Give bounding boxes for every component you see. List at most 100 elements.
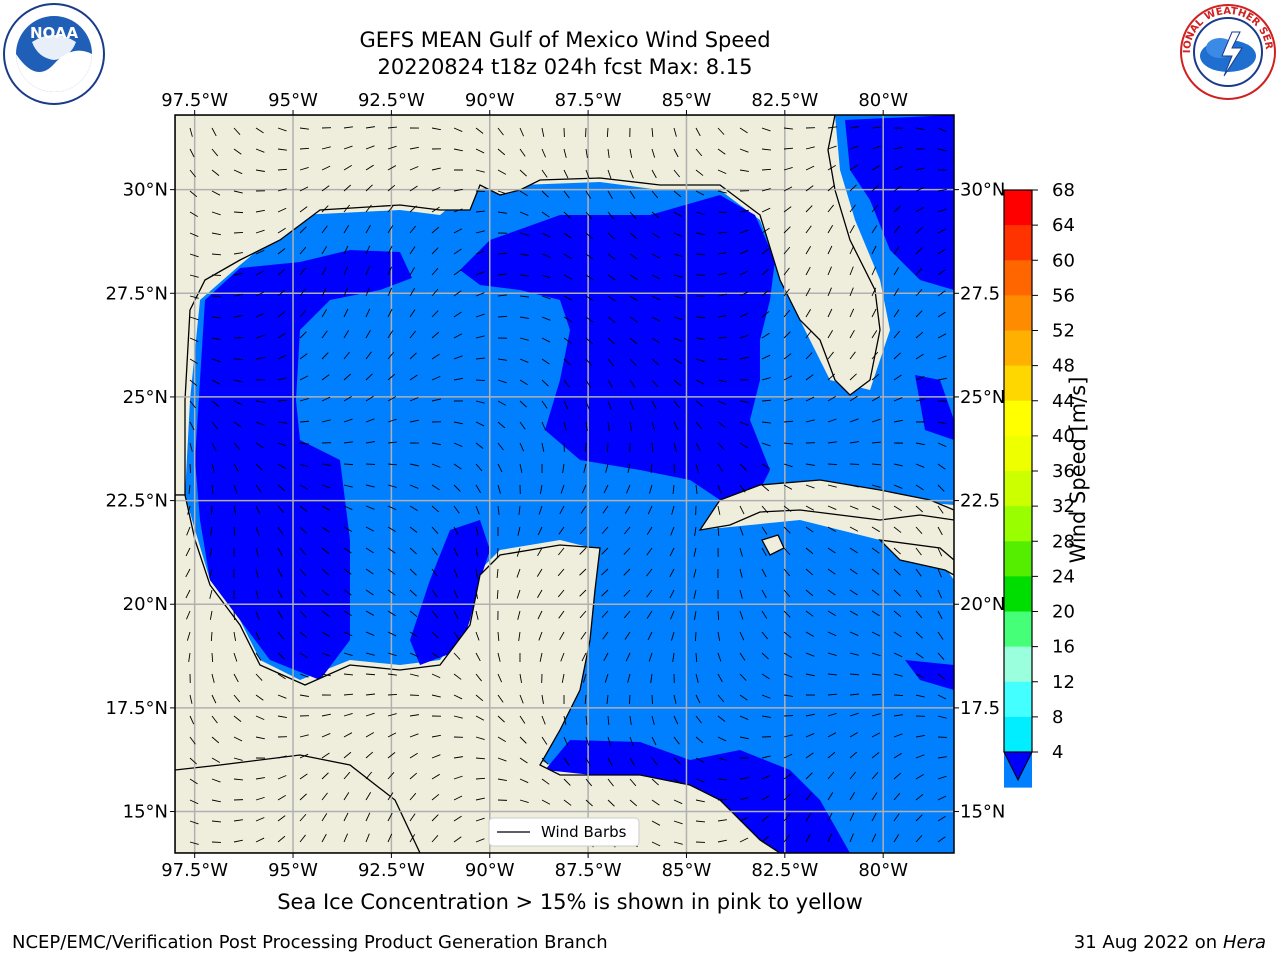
wind-barb	[321, 713, 331, 717]
wind-barb	[849, 693, 859, 696]
wind-barb	[805, 652, 815, 657]
wind-barb	[783, 375, 793, 381]
wind-barb	[937, 815, 946, 822]
wind-barb	[915, 673, 925, 679]
wind-barb	[805, 463, 815, 466]
wind-barb	[233, 610, 236, 621]
wind-barb	[343, 631, 353, 637]
wind-barb	[255, 148, 265, 153]
wind-barb	[387, 330, 394, 339]
colorbar-segment	[1004, 611, 1032, 648]
wind-barb	[849, 732, 859, 738]
wind-barb	[651, 337, 660, 344]
wind-barb	[607, 358, 615, 367]
wind-barb	[475, 313, 485, 318]
wind-barb	[255, 610, 260, 620]
footer-machine: Hera	[1222, 932, 1266, 953]
wind-barb	[277, 377, 287, 381]
wind-barb	[563, 148, 567, 158]
wind-barb	[761, 815, 770, 822]
wind-barb	[277, 673, 286, 680]
wind-barb	[321, 772, 329, 780]
wind-barb	[211, 715, 218, 724]
colorbar-segment	[1004, 576, 1032, 612]
wind-barb	[695, 400, 704, 407]
wind-barb	[915, 127, 925, 131]
wind-barb	[431, 127, 441, 131]
wind-barb	[299, 834, 306, 843]
wind-barb	[277, 775, 287, 780]
wind-barb	[783, 631, 792, 639]
wind-barb	[497, 694, 504, 703]
wind-barb	[519, 358, 529, 363]
wind-barb	[893, 652, 903, 658]
wind-barb	[519, 232, 529, 236]
wind-barb	[827, 732, 837, 738]
wind-barb	[365, 484, 375, 488]
colorbar-tick-label: 68	[1052, 180, 1075, 201]
wind-barb	[695, 757, 705, 763]
lon-label-top: 90°W	[465, 90, 515, 111]
wind-barb	[516, 589, 521, 599]
wind-barb	[541, 127, 545, 137]
wind-barb	[321, 225, 328, 234]
wind-barb	[431, 631, 439, 639]
wind-barb	[321, 547, 330, 555]
wind-barb	[560, 652, 565, 662]
wind-barb	[277, 463, 286, 469]
wind-barb	[717, 839, 727, 843]
wind-barb	[893, 505, 902, 512]
wind-barb	[937, 127, 947, 133]
wind-barb	[343, 526, 353, 532]
lat-label-right: 17.5	[960, 698, 1000, 719]
lon-label-bottom: 97.5°W	[161, 860, 228, 881]
wind-barb	[365, 673, 376, 676]
wind-barb	[538, 505, 543, 515]
wind-barb	[343, 712, 353, 717]
wind-barb	[651, 442, 654, 453]
wind-barb	[783, 331, 791, 339]
wind-barb	[695, 673, 699, 683]
wind-barb	[343, 771, 351, 780]
wind-barb	[453, 463, 462, 470]
wind-barb	[915, 814, 923, 822]
wind-barb	[915, 734, 925, 738]
wind-barb	[915, 694, 925, 698]
wind-barb	[893, 146, 903, 150]
wind-barb	[387, 418, 397, 423]
wind-barb	[849, 547, 858, 554]
wind-barb	[189, 400, 196, 409]
wind-barb	[937, 694, 947, 700]
wind-barb	[693, 610, 697, 620]
wind-barb	[409, 505, 418, 512]
wind-barb	[186, 610, 191, 620]
wind-barb	[739, 631, 745, 641]
wind-barb	[739, 312, 749, 318]
lat-label-right: 27.5	[960, 283, 1000, 304]
wind-barb	[387, 693, 398, 696]
wind-barb	[717, 505, 721, 515]
wind-barb	[211, 694, 217, 704]
wind-barb	[805, 419, 815, 423]
wind-barb	[937, 248, 946, 255]
wind-barb	[827, 441, 837, 444]
wind-barb	[519, 295, 529, 298]
wind-barb	[558, 526, 565, 535]
wind-barb	[937, 589, 943, 599]
wind-barb	[409, 146, 419, 150]
wind-barb	[541, 400, 548, 409]
wind-barb	[607, 295, 616, 302]
wind-barb	[431, 226, 440, 234]
wind-barb	[497, 190, 507, 195]
wind-barb	[783, 694, 793, 697]
wind-barb	[365, 631, 375, 636]
wind-barb	[321, 352, 329, 360]
wind-barb	[321, 246, 328, 255]
colorbar-tick-label: 8	[1052, 707, 1063, 728]
wind-barb	[387, 547, 396, 554]
wind-barb	[233, 652, 238, 662]
wind-barb	[233, 148, 242, 155]
wind-barb	[893, 813, 900, 822]
wind-barb	[871, 165, 881, 171]
wind-barb	[805, 526, 814, 533]
